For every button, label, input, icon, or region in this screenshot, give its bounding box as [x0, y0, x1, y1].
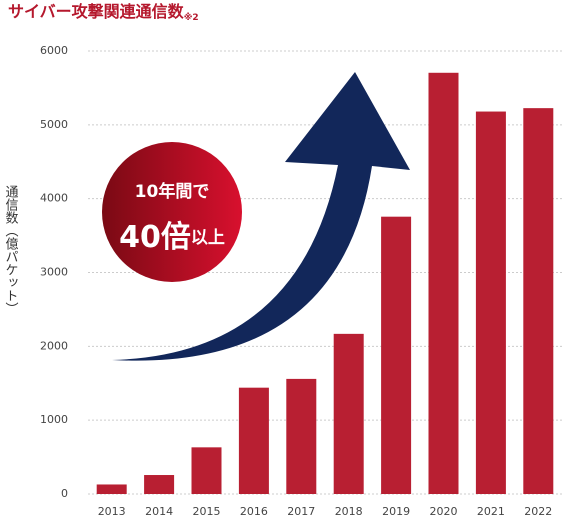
chart-title: サイバー攻撃関連通信数※2 [8, 2, 199, 23]
bar [144, 475, 175, 494]
y-tick-label: 4000 [40, 192, 68, 205]
x-tick-label: 2013 [98, 505, 126, 518]
callout-suffix: 以上 [191, 228, 225, 248]
x-tick-label: 2021 [477, 505, 505, 518]
callout-circle [102, 142, 242, 282]
y-tick-label: 3000 [40, 266, 68, 279]
y-tick-label: 6000 [40, 44, 68, 57]
y-tick-label: 0 [61, 487, 68, 500]
y-axis-label: 通信数（億パケット） [3, 185, 19, 315]
x-tick-label: 2018 [335, 505, 363, 518]
bar [191, 447, 222, 494]
x-tick-label: 2019 [382, 505, 410, 518]
bar [96, 484, 127, 494]
x-tick-label: 2014 [145, 505, 173, 518]
x-tick-label: 2017 [287, 505, 315, 518]
bar [238, 387, 269, 494]
bar [523, 108, 554, 494]
bar [333, 333, 364, 494]
bar [475, 111, 506, 494]
x-tick-label: 2022 [524, 505, 552, 518]
x-tick-label: 2016 [240, 505, 268, 518]
bar [381, 216, 412, 494]
y-tick-label: 1000 [40, 413, 68, 426]
x-tick-label: 2015 [193, 505, 221, 518]
title-text: サイバー攻撃関連通信数 [8, 2, 185, 21]
callout-line1: 10年間で [135, 181, 210, 202]
callout-line2: 40倍以上 [119, 220, 225, 255]
y-tick-label: 5000 [40, 118, 68, 131]
y-tick-label: 2000 [40, 339, 68, 352]
growth-arrow [112, 72, 410, 361]
callout-emphasis: 40倍 [119, 220, 191, 255]
title-note: ※2 [184, 12, 199, 23]
bar [428, 72, 459, 495]
x-tick-label: 2020 [430, 505, 458, 518]
bar [286, 378, 317, 494]
